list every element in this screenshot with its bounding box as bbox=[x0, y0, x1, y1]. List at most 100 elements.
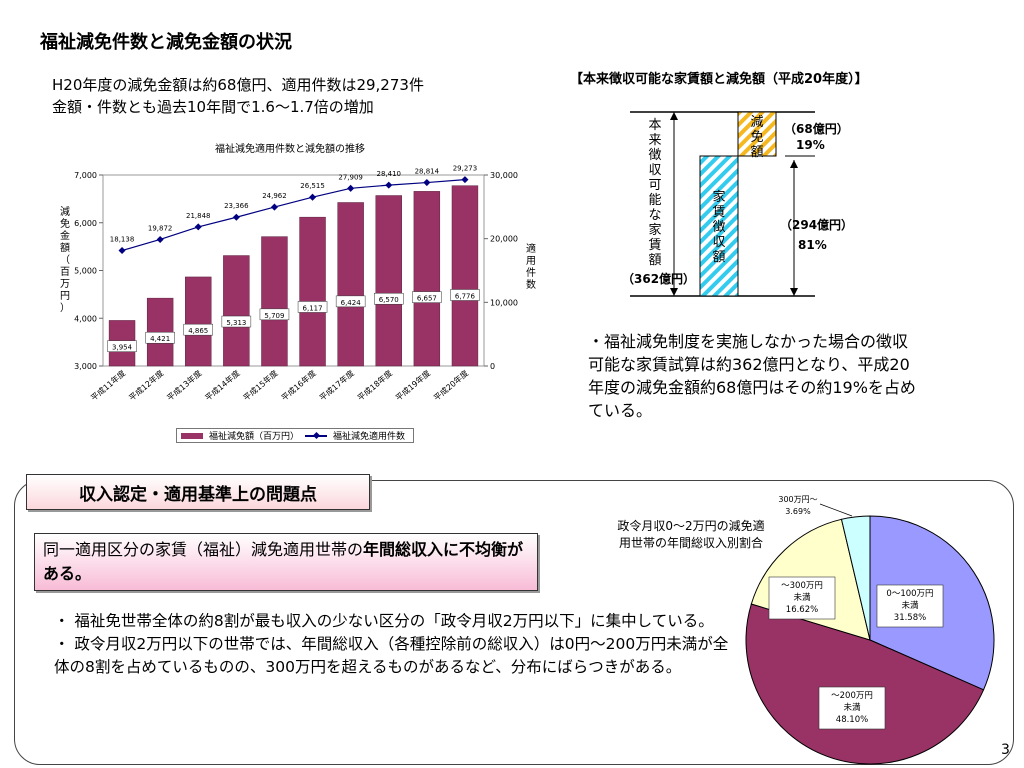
line-value-label: 26,515 bbox=[300, 182, 325, 190]
pie-slice-label: 0～100万円 bbox=[886, 589, 933, 599]
summary-line-1: H20年度の減免金額は約68億円、適用件数は29,273件 bbox=[52, 76, 424, 94]
bar-chart-legend: 福祉減免額（百万円） 福祉減免適用件数 bbox=[176, 428, 414, 443]
diagram-left-label-char: 収 bbox=[648, 163, 662, 178]
bar-value-box bbox=[374, 292, 404, 305]
bar-value-label: 6,570 bbox=[379, 296, 399, 304]
x-tick-label: 平成17年度 bbox=[317, 368, 356, 403]
bar bbox=[451, 185, 479, 367]
pie-slice-label-suffix: 未満 bbox=[901, 600, 919, 611]
page-number: 3 bbox=[1001, 742, 1010, 758]
bar bbox=[299, 216, 326, 367]
left-axis-label-char: （ bbox=[60, 255, 70, 266]
rent-bar-label-char: 賃 bbox=[712, 205, 726, 220]
reduction-bar bbox=[737, 111, 777, 157]
bar-value-label: 6,117 bbox=[303, 304, 323, 312]
diagram-left-label-char: 本 bbox=[648, 118, 662, 133]
issue-emphasis: 年間総収入に不均衡がある。 bbox=[43, 540, 524, 583]
pie-slice-label: 300万円～ bbox=[778, 495, 817, 504]
summary-line-2: 金額・件数とも過去10年間で1.6～1.7倍の増加 bbox=[52, 98, 374, 116]
bar bbox=[413, 191, 441, 367]
bar bbox=[223, 255, 250, 367]
bar-value-box bbox=[259, 308, 290, 321]
line-point bbox=[423, 179, 431, 187]
bar-value-label: 5,313 bbox=[226, 319, 246, 327]
pie-slice-percent: 31.58% bbox=[894, 613, 926, 623]
line-point bbox=[232, 213, 240, 221]
bar-value-label: 6,657 bbox=[417, 295, 437, 303]
bullet-1: ・ 福祉免世帯全体の約8割が最も収入の少ない区分の「政令月収2万円以下」に集中し… bbox=[54, 612, 714, 630]
right-axis-label-char: 数 bbox=[526, 280, 536, 291]
page-title: 福祉減免件数と減免金額の状況 bbox=[40, 32, 292, 53]
line-value-label: 24,962 bbox=[262, 192, 287, 200]
diagram-title: 【本来徴収可能な家賃額と減免額（平成20年度）】 bbox=[570, 72, 868, 87]
left-axis-label-char: 免 bbox=[60, 219, 70, 230]
right-axis-label-char: 件 bbox=[526, 268, 536, 279]
reduction-bar-label: 減免額 bbox=[749, 115, 765, 160]
bar bbox=[261, 236, 288, 367]
bar-value-label: 5,709 bbox=[264, 312, 284, 320]
diagram-left-label-char: 可 bbox=[648, 178, 662, 193]
x-tick-label: 平成11年度 bbox=[89, 368, 128, 403]
reduction-bar-label-char: 額 bbox=[750, 145, 764, 160]
section-label: 収入認定・適用基準上の問題点 bbox=[26, 474, 370, 510]
x-tick-label: 平成19年度 bbox=[393, 368, 432, 403]
bar-value-box bbox=[183, 323, 213, 336]
line-point bbox=[347, 184, 355, 192]
left-axis-label-char: 減 bbox=[60, 207, 70, 218]
line-value-label: 23,366 bbox=[224, 202, 249, 210]
pie-slice-percent: 3.69% bbox=[785, 507, 811, 516]
bar-chart-left-axis-label: 減免金額（百万円） bbox=[58, 207, 72, 315]
bullet-2: ・ 政令月収2万円以下の世帯では、年間総収入（各種控除前の総収入）は0円～200… bbox=[54, 635, 729, 676]
line-value-label: 28,814 bbox=[415, 168, 440, 176]
rent-diagram bbox=[630, 111, 815, 297]
left-axis-label-char: 万 bbox=[60, 279, 70, 290]
rent-collected-bar-label: 家賃徴収額 bbox=[711, 190, 727, 265]
legend-bar-swatch bbox=[181, 432, 203, 439]
left-tick-label: 3,000 bbox=[74, 362, 97, 371]
x-tick-label: 平成14年度 bbox=[203, 368, 242, 403]
bar-value-box bbox=[221, 315, 252, 328]
bar-value-label: 6,776 bbox=[455, 292, 476, 300]
diagram-left-label-char: 賃 bbox=[648, 238, 662, 253]
pie-slice-percent: 48.10% bbox=[836, 715, 868, 725]
pie-slice-percent: 16.62% bbox=[786, 605, 818, 615]
diagram-left-label-char: 来 bbox=[648, 133, 662, 148]
diagram-left-label-char: 能 bbox=[648, 193, 662, 208]
bar bbox=[375, 195, 402, 367]
left-tick-label: 6,000 bbox=[74, 219, 97, 228]
legend-line-label: 福祉減免適用件数 bbox=[333, 432, 406, 442]
x-tick-label: 平成12年度 bbox=[127, 368, 166, 403]
rent-collected-bar bbox=[699, 155, 739, 297]
line-value-label: 18,138 bbox=[110, 236, 134, 244]
left-axis-label-char: 金 bbox=[60, 231, 70, 242]
line-point bbox=[385, 181, 393, 189]
line-point bbox=[309, 193, 317, 201]
line-value-label: 21,848 bbox=[186, 212, 211, 220]
line-point bbox=[461, 176, 469, 184]
line-value-label: 28,410 bbox=[377, 170, 402, 178]
bar-value-label: 4,421 bbox=[150, 335, 170, 343]
left-tick-label: 5,000 bbox=[74, 267, 97, 276]
rent-bar-label-char: 額 bbox=[712, 250, 726, 265]
reduction-bar-label-char: 減 bbox=[750, 115, 764, 130]
x-tick-label: 平成15年度 bbox=[241, 368, 280, 403]
income-pie-chart: 0～100万円未満31.58%～200万円未満48.10%～300万円未満16.… bbox=[745, 495, 995, 765]
left-axis-label-char: 百 bbox=[60, 267, 70, 278]
bar-value-box bbox=[145, 331, 175, 344]
diagram-left-label-char: 家 bbox=[648, 223, 662, 238]
line-series bbox=[121, 179, 465, 252]
diagram-left-amount: （362億円） bbox=[622, 272, 696, 286]
pie-slice-label-suffix: 未満 bbox=[843, 702, 861, 713]
pie-leader-line bbox=[819, 503, 853, 517]
bar-value-box bbox=[412, 291, 442, 303]
bar-value-box bbox=[335, 295, 366, 308]
right-tick-label: 10,000 bbox=[490, 298, 518, 307]
issue-callout: 同一適用区分の家賃（福祉）減免適用世帯の年間総収入に不均衡がある。 bbox=[34, 533, 538, 591]
line-point bbox=[194, 223, 202, 231]
right-tick-label: 0 bbox=[490, 362, 495, 371]
reduction-percent: 19% bbox=[796, 138, 825, 152]
legend-bar-label: 福祉減免額（百万円） bbox=[209, 432, 300, 442]
x-tick-label: 平成20年度 bbox=[431, 368, 470, 403]
diagram-left-label: 本来徴収可能な家賃額 bbox=[647, 118, 663, 268]
line-point bbox=[156, 235, 164, 244]
